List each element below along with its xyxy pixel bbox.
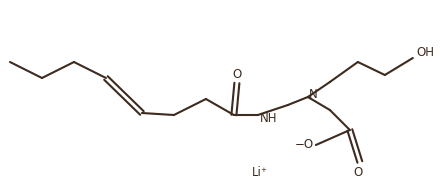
Text: O: O [353,166,363,178]
Text: Li⁺: Li⁺ [252,166,268,178]
Text: O: O [232,67,242,81]
Text: −O: −O [295,139,314,152]
Text: NH: NH [260,112,277,125]
Text: OH: OH [417,46,435,60]
Text: N: N [309,88,318,101]
